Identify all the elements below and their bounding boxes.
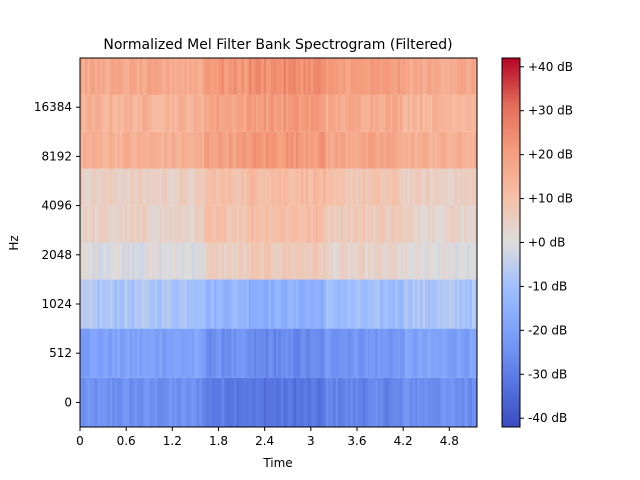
x-tick-label: 4.8 bbox=[440, 434, 459, 448]
y-tick-label: 4096 bbox=[41, 199, 72, 213]
y-tick-label: 16384 bbox=[34, 100, 72, 114]
colorbar-tick-label: +20 dB bbox=[528, 148, 573, 162]
y-tick-label: 0 bbox=[64, 395, 72, 409]
colorbar-ticks: -40 dB -30 dB -20 dB -10 dB +0 dB +10 dB +20 d… bbox=[520, 60, 573, 425]
y-tick-label: 8192 bbox=[41, 149, 72, 163]
colorbar-tick-label: -30 dB bbox=[528, 367, 567, 381]
colorbar-tick-label: -40 dB bbox=[528, 411, 567, 425]
x-tick-label: 3.6 bbox=[347, 434, 366, 448]
x-tick-label: 3 bbox=[307, 434, 315, 448]
x-tick-label: 0.6 bbox=[117, 434, 136, 448]
colorbar-tick-label: +40 dB bbox=[528, 60, 573, 74]
x-tick-label: 1.2 bbox=[163, 434, 182, 448]
colorbar-tick-label: +30 dB bbox=[528, 104, 573, 118]
y-axis: 0 512 1024 2048 4096 8192 16384 bbox=[34, 100, 80, 409]
colorbar-tick-label: +0 dB bbox=[528, 236, 565, 250]
y-tick-label: 512 bbox=[49, 346, 72, 360]
y-tick-label: 2048 bbox=[41, 248, 72, 262]
x-tick-label: 2.4 bbox=[255, 434, 274, 448]
colorbar-tick-label: -20 dB bbox=[528, 323, 567, 337]
colorbar-tick-label: +10 dB bbox=[528, 192, 573, 206]
x-tick-label: 1.8 bbox=[209, 434, 228, 448]
chart-title: Normalized Mel Filter Bank Spectrogram (… bbox=[103, 37, 452, 53]
x-axis-label: Time bbox=[262, 456, 292, 470]
x-tick-label: 4.2 bbox=[394, 434, 413, 448]
colorbar-tick-label: -10 dB bbox=[528, 279, 567, 293]
y-axis-label: Hz bbox=[7, 235, 21, 250]
spectrogram-heatmap bbox=[80, 58, 478, 427]
x-tick-label: 0 bbox=[76, 434, 84, 448]
y-tick-label: 1024 bbox=[41, 297, 72, 311]
x-axis: 0 0.6 1.2 1.8 2.4 3 3.6 4.2 4.8 bbox=[76, 427, 459, 448]
colorbar bbox=[502, 58, 520, 427]
